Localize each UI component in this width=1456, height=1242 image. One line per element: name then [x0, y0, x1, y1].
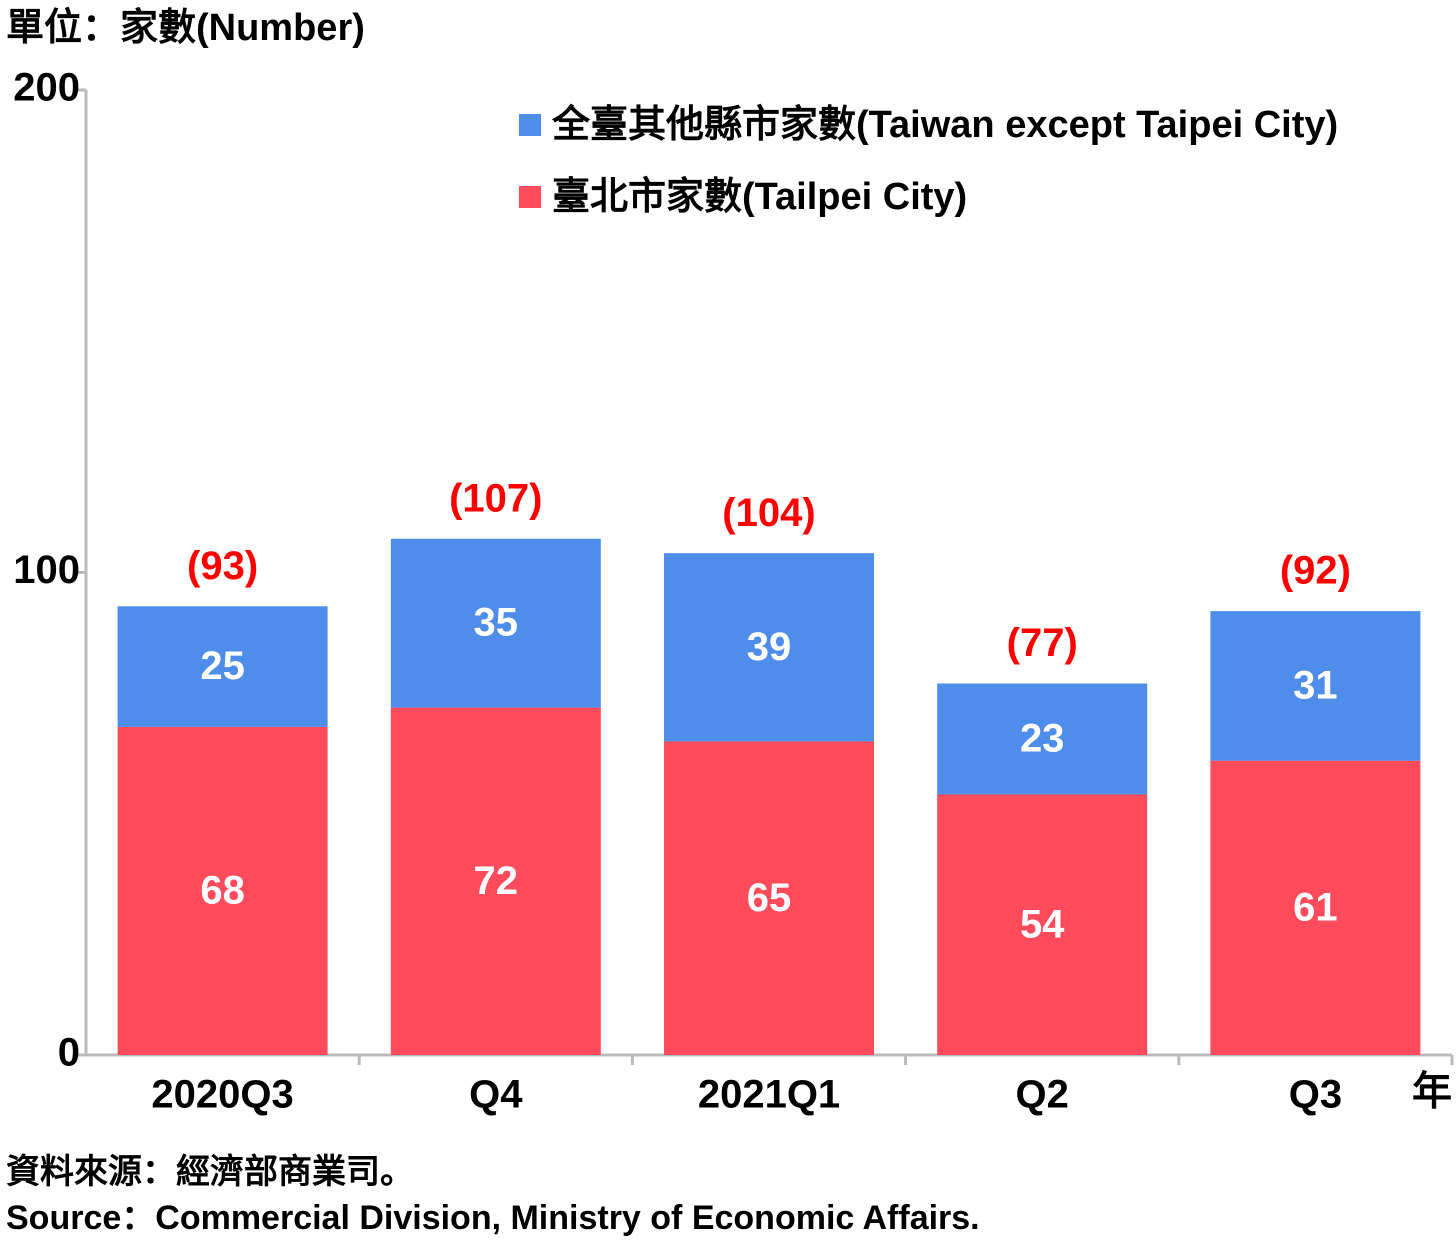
data-label: 54	[1020, 902, 1065, 946]
data-label: 35	[474, 601, 519, 645]
total-label: (93)	[187, 544, 258, 588]
y-tick-label: 0	[58, 1031, 80, 1075]
bar-segment	[1210, 760, 1421, 1055]
legend-label: 全臺其他縣市家數(Taiwan except Taipei City)	[551, 103, 1338, 146]
x-tick-label: Q4	[469, 1073, 523, 1117]
data-label: 23	[1020, 717, 1065, 761]
legend-swatch	[519, 186, 541, 208]
bar-segment	[1210, 611, 1421, 761]
total-label: (104)	[722, 491, 815, 535]
bar-segment	[664, 553, 874, 742]
data-label: 68	[200, 869, 245, 913]
legend-label: 臺北市家數(Tailpei City)	[552, 176, 967, 218]
x-unit: 年	[1412, 1070, 1452, 1114]
source-note: Source：Commercial Division, Ministry of …	[6, 1199, 980, 1237]
legend-swatch	[519, 114, 541, 136]
data-label: 31	[1293, 663, 1338, 707]
total-label: (92)	[1280, 549, 1351, 593]
bar-segment	[390, 707, 601, 1055]
bar-segment	[664, 741, 874, 1055]
data-label: 65	[747, 876, 792, 920]
bar-segment	[390, 538, 601, 708]
data-label: 72	[474, 859, 519, 903]
chart-title: 單位：家數(Number)	[6, 7, 365, 49]
bar-segment	[117, 606, 328, 727]
data-label: 61	[1293, 885, 1338, 929]
bar-segment	[117, 726, 328, 1055]
x-tick-label: 2021Q1	[698, 1073, 840, 1117]
data-label: 25	[200, 644, 245, 688]
x-tick-label: Q2	[1016, 1073, 1069, 1117]
data-label: 39	[747, 625, 792, 669]
x-tick-label: 2020Q3	[151, 1073, 293, 1117]
bar-segment	[937, 683, 1148, 795]
y-tick-label: 200	[13, 66, 80, 110]
source-note: 資料來源：經濟部商業司。	[6, 1152, 414, 1191]
x-tick-label: Q3	[1289, 1073, 1342, 1117]
y-tick-label: 100	[13, 548, 80, 592]
total-label: (77)	[1007, 621, 1078, 665]
bar-segment	[937, 794, 1148, 1055]
total-label: (107)	[449, 476, 542, 520]
